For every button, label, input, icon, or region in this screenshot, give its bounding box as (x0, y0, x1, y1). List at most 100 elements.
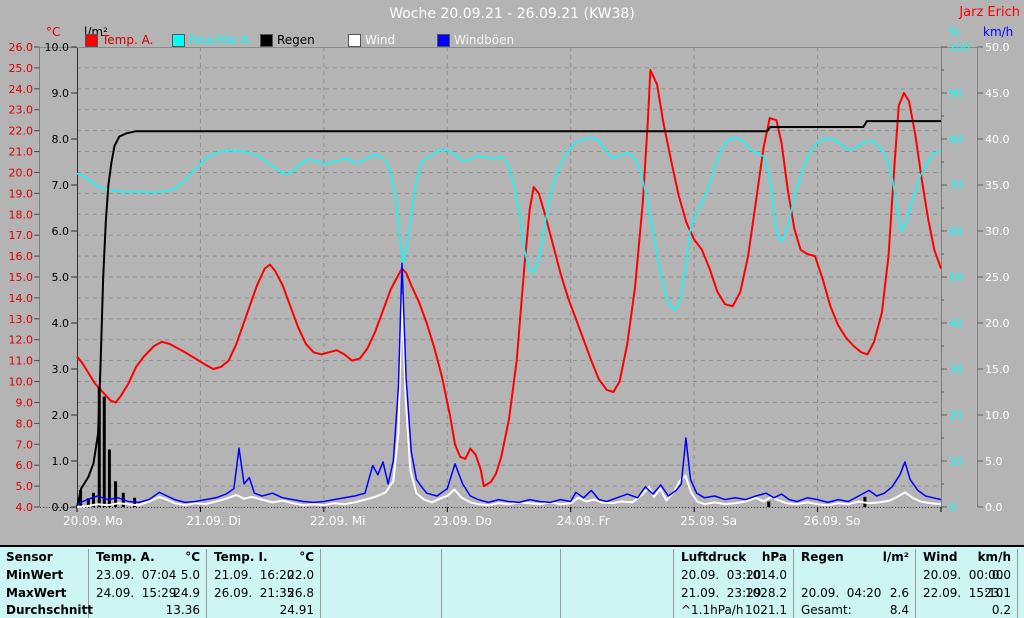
rain-tick-label: 2.0 (52, 409, 70, 422)
rain-tick-label: 9.0 (52, 87, 70, 100)
humidity-tick-label: 80 (949, 133, 963, 146)
table-max-time: 24.09. 15:29 (96, 586, 177, 600)
rain-bars (767, 501, 771, 507)
rain-tick-label: 3.0 (52, 363, 70, 376)
rain-bars (114, 481, 118, 507)
temp-tick-label: 13.0 (9, 313, 34, 326)
day-label: 22.09. Mi (310, 514, 366, 528)
rain-bars (97, 387, 101, 507)
temp-tick-label: 11.0 (9, 355, 34, 368)
table-max-time: 22.09. 15:10 (923, 586, 1004, 600)
temp-tick-label: 7.0 (16, 438, 34, 451)
table-min-value: 1014.0 (745, 568, 787, 582)
table-col-unit: l/m² (882, 550, 909, 564)
table-avg-time: ^1.1hPa/h (681, 603, 744, 617)
wind-axis-unit: km/h (983, 25, 1014, 39)
table-max-value: 2.6 (889, 586, 909, 600)
table-min-value: 5.0 (180, 568, 200, 582)
wind-tick-label: 45.0 (985, 87, 1010, 100)
table-max-value: 26.8 (287, 586, 314, 600)
day-label: 20.09. Mo (63, 514, 123, 528)
rain-tick-label: 8.0 (52, 133, 70, 146)
rain-tick-label: 10.0 (45, 41, 70, 54)
table-col-unit: °C (185, 550, 200, 564)
table-avg-time: Gesamt: (801, 603, 852, 617)
table-avg-value: 0.2 (991, 603, 1011, 617)
table-min-value: 0.0 (991, 568, 1011, 582)
temp-tick-label: 18.0 (9, 208, 34, 221)
table-min-time: 23.09. 07:04 (96, 568, 177, 582)
rain-sum-curve (76, 120, 941, 508)
wind-tick-label: 5.0 (985, 455, 1003, 468)
table-separator (560, 549, 561, 618)
legend-swatch (348, 34, 361, 47)
wind-tick-label: 25.0 (985, 271, 1010, 284)
humidity-tick-label: 40 (949, 317, 963, 330)
rain-bars (107, 449, 111, 507)
day-label: 26.09. So (804, 514, 861, 528)
table-row-label: Durchschnitt (6, 603, 94, 617)
wind-tick-label: 15.0 (985, 363, 1010, 376)
temp-tick-label: 22.0 (9, 125, 34, 138)
table-row-label: MinWert (6, 568, 64, 582)
legend-swatch (172, 34, 185, 47)
weather-chart: 4.0 5.0 6.0 7.0 8.0 9.0 10.0 11.0 12.0 13.0 14.0 15… (9, 41, 1010, 528)
table-max-time: 20.09. 04:20 (801, 586, 882, 600)
rain-tick-label: 0.0 (52, 501, 70, 514)
table-col-name: Temp. I. (214, 550, 268, 564)
table-separator (88, 549, 89, 618)
temp-tick-label: 10.0 (9, 376, 34, 389)
table-min-value: 22.0 (287, 568, 314, 582)
rain-tick-label: 6.0 (52, 225, 70, 238)
table-col-name: Wind (923, 550, 958, 564)
rain-tick-label: 7.0 (52, 179, 70, 192)
chart-legend: Temp. A. Feuchte A. Regen Wind Windböen (0, 33, 940, 49)
wind-tick-label: 10.0 (985, 409, 1010, 422)
day-label: 23.09. Do (433, 514, 492, 528)
table-separator (1017, 549, 1018, 618)
day-label: 25.09. Sa (680, 514, 737, 528)
temp-tick-label: 8.0 (16, 417, 34, 430)
stats-table: Sensor MinWert MaxWert Durchschnitt Temp. A.… (0, 545, 1024, 618)
table-col-name: Temp. A. (96, 550, 155, 564)
temp-tick-label: 17.0 (9, 229, 34, 242)
table-col-unit: km/h (977, 550, 1011, 564)
table-max-time: 21.09. 23:29 (681, 586, 762, 600)
table-col-unit: °C (299, 550, 314, 564)
temp-tick-label: 15.0 (9, 271, 34, 284)
humidity-curve (76, 136, 942, 311)
temp-tick-label: 16.0 (9, 250, 34, 263)
temp-tick-label: 12.0 (9, 334, 34, 347)
table-row-label: MaxWert (6, 586, 67, 600)
rain-tick-label: 4.0 (52, 317, 70, 330)
table-separator (673, 549, 674, 618)
table-separator (320, 549, 321, 618)
temp-tick-label: 14.0 (9, 292, 34, 305)
wind-tick-label: 40.0 (985, 133, 1010, 146)
temp-tick-label: 5.0 (16, 480, 34, 493)
rain-tick-label: 5.0 (52, 271, 70, 284)
temp-tick-label: 4.0 (16, 501, 34, 514)
legend-label: Wind (365, 33, 396, 47)
temp-tick-label: 26.0 (9, 41, 34, 54)
gusts-curve (76, 262, 942, 505)
humidity-tick-label: 20 (949, 409, 963, 422)
table-avg-value: 24.91 (279, 603, 314, 617)
wind-tick-label: 0.0 (985, 501, 1003, 514)
table-col-name: Regen (801, 550, 844, 564)
humidity-tick-label: 30 (949, 363, 963, 376)
day-label: 21.09. Di (186, 514, 241, 528)
humidity-tick-label: 60 (949, 225, 963, 238)
legend-label: Regen (277, 33, 315, 47)
table-min-time: 20.09. 00:00 (923, 568, 1004, 582)
legend-label: Feuchte A. (189, 33, 253, 47)
table-separator (915, 549, 916, 618)
rain-bars (102, 396, 106, 507)
credit-label: Jarz Erich (959, 5, 1020, 20)
humidity-tick-label: 10 (949, 455, 963, 468)
temp-curve (76, 69, 942, 488)
table-min-time: 21.09. 16:20 (214, 568, 295, 582)
temp-tick-label: 23.0 (9, 104, 34, 117)
humidity-tick-label: 0 (949, 501, 956, 514)
